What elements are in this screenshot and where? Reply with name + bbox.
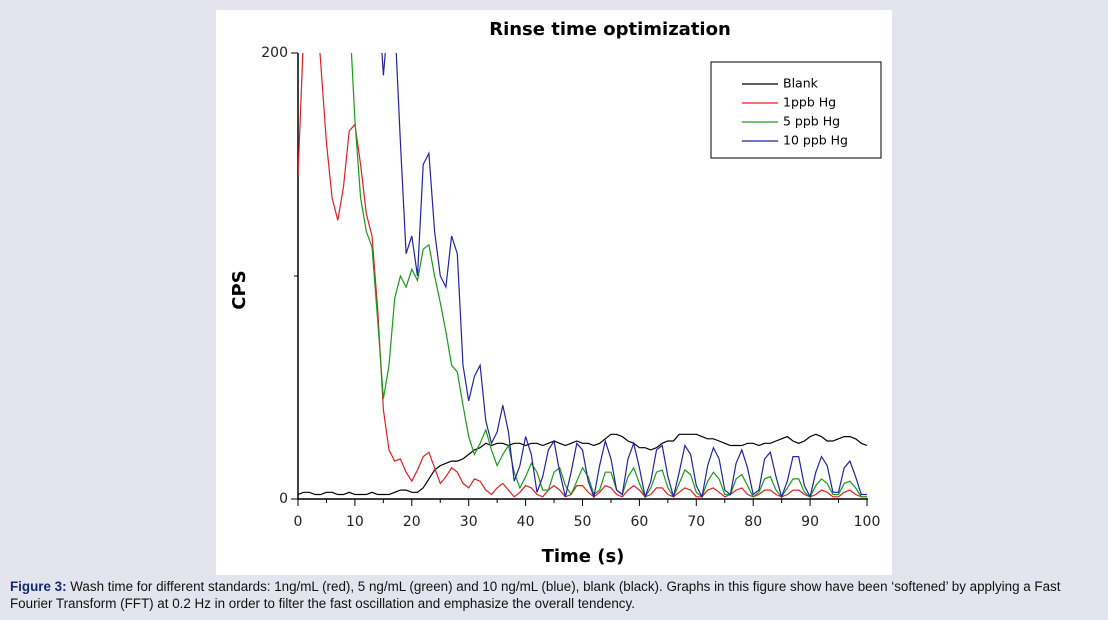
x-axis-label: Time (s) — [542, 546, 625, 567]
series-line — [298, 433, 868, 496]
y-tick-label: 200 — [261, 45, 288, 61]
x-tick-label: 30 — [460, 514, 478, 530]
x-tick-label: 70 — [687, 514, 705, 530]
x-tick-label: 40 — [517, 514, 535, 530]
x-tick-label: 60 — [630, 514, 648, 530]
chart-title: Rinse time optimization — [489, 19, 731, 40]
caption: Figure 3: Wash time for different standa… — [10, 578, 1105, 612]
chart: Rinse time optimization Time (s) CPS 0 10… — [216, 10, 892, 575]
x-tick-label: 100 — [854, 514, 881, 530]
x-tick-label: 0 — [294, 514, 303, 530]
legend-label: Blank — [783, 76, 819, 91]
caption-text: Wash time for different standards: 1ng/m… — [10, 579, 1061, 611]
series-line — [298, 53, 867, 498]
y-tick-label: 0 — [279, 491, 288, 507]
x-tick-label: 90 — [801, 514, 819, 530]
plot-area — [298, 53, 868, 500]
x-tick-label: 10 — [346, 514, 364, 530]
legend-label: 1ppb Hg — [783, 95, 836, 110]
caption-label: Figure 3: — [10, 579, 67, 594]
legend-box — [710, 61, 882, 159]
x-tick-label: 80 — [744, 514, 762, 530]
x-tick-label: 50 — [574, 514, 592, 530]
x-tick-label: 20 — [403, 514, 421, 530]
series-line — [381, 53, 867, 500]
y-axis-label: CPS — [229, 270, 250, 309]
legend-label: 10 ppb Hg — [783, 133, 848, 148]
legend-label: 5 ppb Hg — [783, 114, 840, 129]
